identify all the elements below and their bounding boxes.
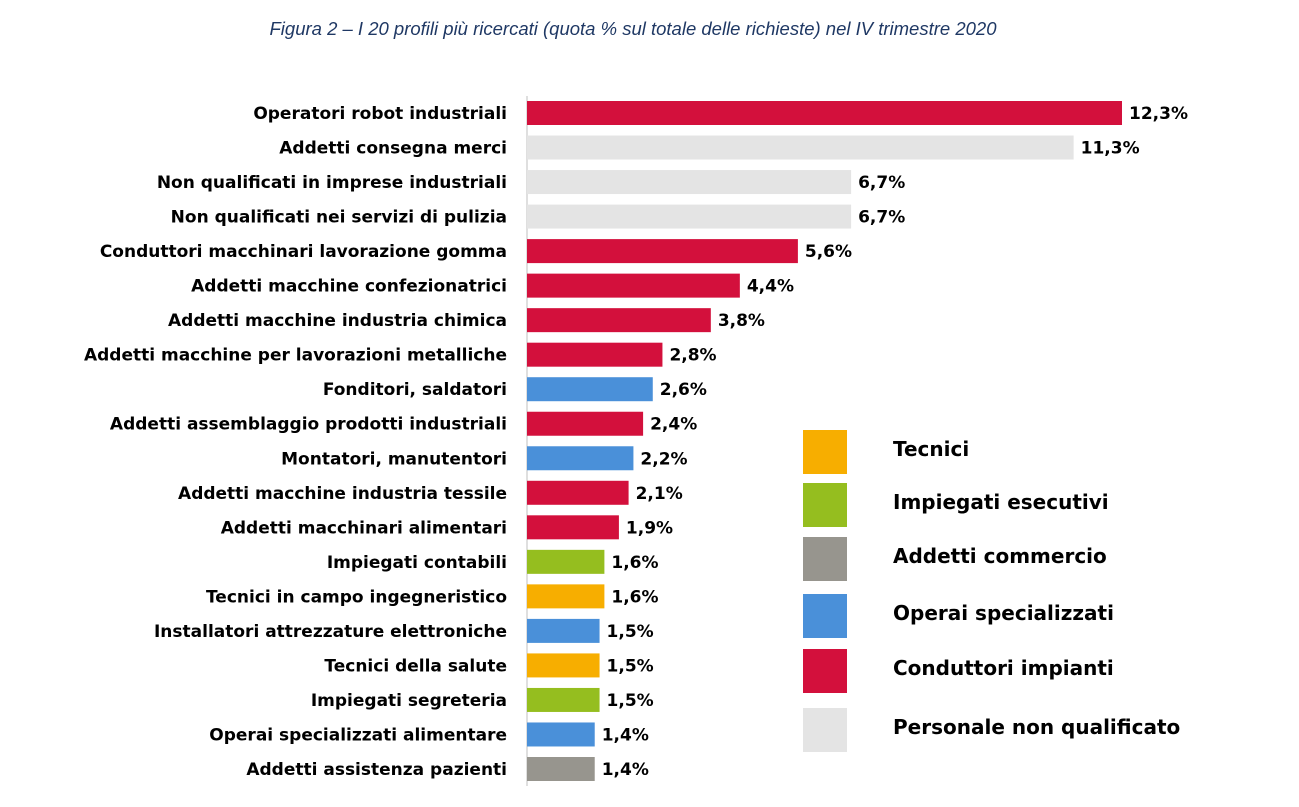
- bar: [527, 584, 605, 609]
- legend-label: Conduttori impianti: [893, 656, 1114, 680]
- value-label: 1,6%: [611, 587, 658, 607]
- category-label: Operatori robot industriali: [253, 104, 507, 124]
- value-label: 6,7%: [858, 173, 905, 193]
- bar: [527, 308, 711, 333]
- legend-swatch: [803, 483, 847, 527]
- value-label: 1,9%: [626, 518, 673, 538]
- category-label: Addetti macchine per lavorazioni metalli…: [84, 346, 507, 366]
- value-label: 1,5%: [607, 691, 654, 711]
- legend-label: Tecnici: [893, 437, 969, 461]
- value-label: 5,6%: [805, 242, 852, 262]
- legend-swatch: [803, 649, 847, 693]
- bar: [527, 722, 595, 747]
- bar: [527, 549, 605, 574]
- value-label: 11,3%: [1081, 139, 1140, 159]
- value-label: 2,1%: [636, 484, 683, 504]
- value-label: 1,5%: [607, 622, 654, 642]
- category-label: Montatori, manutentori: [281, 449, 507, 469]
- category-label: Impiegati contabili: [327, 553, 507, 573]
- bar: [527, 204, 852, 229]
- category-label: Operai specializzati alimentare: [209, 725, 507, 745]
- value-label: 4,4%: [747, 277, 794, 297]
- bar: [527, 273, 740, 298]
- legend-swatch: [803, 708, 847, 752]
- bar: [527, 135, 1074, 160]
- value-label: 12,3%: [1129, 104, 1188, 124]
- value-label: 1,4%: [602, 725, 649, 745]
- bar: [527, 411, 644, 436]
- category-label: Non qualificati in imprese industriali: [157, 173, 507, 193]
- bar: [527, 342, 663, 367]
- legend-swatch: [803, 594, 847, 638]
- legend-label: Addetti commercio: [893, 544, 1107, 568]
- legend-label: Impiegati esecutivi: [893, 490, 1109, 514]
- value-label: 6,7%: [858, 208, 905, 228]
- category-label: Fonditori, saldatori: [323, 380, 507, 400]
- value-label: 2,6%: [660, 380, 707, 400]
- category-label: Conduttori macchinari lavorazione gomma: [100, 242, 507, 262]
- bar: [527, 101, 1122, 125]
- legend-swatch: [803, 537, 847, 581]
- category-label: Addetti assemblaggio prodotti industrial…: [110, 415, 507, 435]
- bar: [527, 618, 600, 643]
- category-label: Addetti macchinari alimentari: [221, 518, 507, 538]
- category-label: Addetti consegna merci: [279, 139, 507, 159]
- category-label: Non qualificati nei servizi di pulizia: [171, 208, 507, 228]
- value-label: 1,5%: [607, 656, 654, 676]
- bar: [527, 757, 595, 781]
- legend-swatch: [803, 430, 847, 474]
- value-label: 2,2%: [640, 449, 687, 469]
- category-label: Tecnici della salute: [324, 656, 507, 676]
- bar: [527, 377, 653, 402]
- bar: [527, 515, 619, 540]
- value-label: 3,8%: [718, 311, 765, 331]
- category-label: Addetti assistenza pazienti: [246, 760, 507, 780]
- bar: [527, 480, 629, 505]
- bar: [527, 170, 852, 195]
- category-label: Tecnici in campo ingegneristico: [206, 587, 507, 607]
- chart-title: Figura 2 – I 20 profili più ricercati (q…: [269, 18, 997, 39]
- bar: [527, 446, 634, 471]
- category-label: Installatori attrezzature elettroniche: [154, 622, 507, 642]
- category-label: Addetti macchine confezionatrici: [191, 277, 507, 297]
- value-label: 2,8%: [669, 346, 716, 366]
- category-label: Impiegati segreteria: [311, 691, 507, 711]
- value-label: 2,4%: [650, 415, 697, 435]
- legend-label: Personale non qualificato: [893, 715, 1180, 739]
- value-label: 1,6%: [611, 553, 658, 573]
- value-label: 1,4%: [602, 760, 649, 780]
- bar: [527, 239, 798, 264]
- category-label: Addetti macchine industria chimica: [168, 311, 507, 331]
- legend-label: Operai specializzati: [893, 601, 1114, 625]
- bar: [527, 653, 600, 678]
- bar: [527, 687, 600, 712]
- category-label: Addetti macchine industria tessile: [178, 484, 507, 504]
